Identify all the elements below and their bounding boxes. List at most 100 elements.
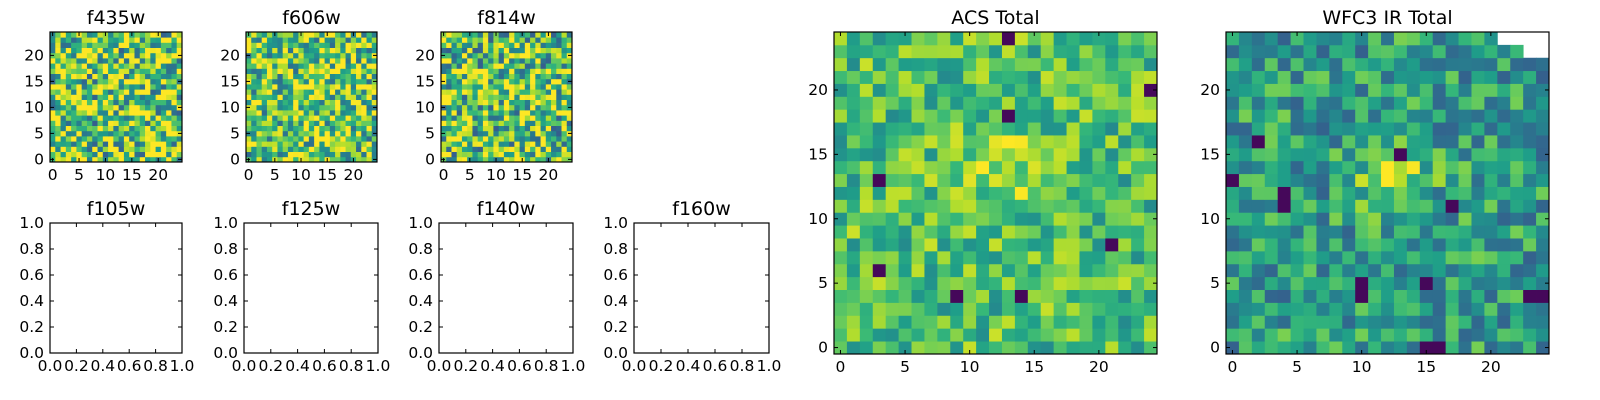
heatmap-cell <box>361 68 367 74</box>
heatmap-cell <box>950 83 964 97</box>
heatmap-cell <box>160 52 167 59</box>
heatmap-cell <box>1027 122 1042 136</box>
heatmap-cell <box>540 47 547 54</box>
heatmap-cell <box>108 120 114 126</box>
heatmap-cell <box>1014 147 1029 162</box>
heatmap-cell <box>1014 83 1029 97</box>
heatmap-cell <box>834 341 848 355</box>
heatmap-cell <box>251 110 257 116</box>
heatmap-cell <box>524 156 531 163</box>
heatmap-cell <box>150 58 156 64</box>
heatmap-cell <box>145 52 151 59</box>
heatmap-cell <box>1144 250 1158 265</box>
heatmap-cell <box>1238 328 1253 342</box>
heatmap-cell <box>272 120 278 126</box>
heatmap-cell <box>266 94 273 100</box>
heatmap-cell <box>514 104 520 111</box>
heatmap-cell <box>319 146 325 152</box>
heatmap-cell <box>86 99 93 106</box>
heatmap-cell <box>1105 238 1119 252</box>
heatmap-cell <box>298 84 305 90</box>
heatmap-cell <box>1471 212 1485 226</box>
subplot-title: f105w <box>87 198 146 220</box>
heatmap-cell <box>118 32 125 38</box>
heatmap-cell <box>314 141 320 147</box>
heatmap-cell <box>556 42 562 48</box>
heatmap-cell <box>514 99 520 106</box>
heatmap-cell <box>540 115 547 121</box>
heatmap-cell <box>911 57 925 72</box>
heatmap-cell <box>540 32 547 38</box>
heatmap-cell <box>97 42 104 48</box>
heatmap-cell <box>123 151 130 158</box>
heatmap-cell <box>256 141 263 147</box>
heatmap-cell <box>519 130 526 137</box>
heatmap-cell <box>976 70 990 84</box>
heatmap-cell <box>1393 122 1408 136</box>
heatmap-cell <box>1316 341 1330 355</box>
heatmap-cell <box>976 122 990 136</box>
heatmap-cell <box>1118 70 1132 84</box>
heatmap-cell <box>308 156 315 163</box>
heatmap-cell <box>1393 341 1408 355</box>
heatmap-cell <box>924 263 938 278</box>
heatmap-cell <box>1238 160 1253 175</box>
heatmap-cell <box>261 125 268 132</box>
heatmap-cell <box>963 250 977 265</box>
heatmap-cell <box>1368 315 1382 329</box>
heatmap-cell <box>1303 57 1317 72</box>
heatmap-cell <box>1471 315 1485 329</box>
heatmap-cell <box>561 104 568 111</box>
heatmap-cell <box>65 156 72 163</box>
heatmap-cell <box>1497 250 1511 265</box>
heatmap-cell <box>145 146 151 152</box>
heatmap-cell <box>150 130 156 137</box>
heatmap-cell <box>1238 83 1253 97</box>
heatmap-cell <box>155 104 162 111</box>
heatmap-cell <box>535 68 541 74</box>
heatmap-cell <box>441 146 447 152</box>
heatmap-cell <box>976 276 990 290</box>
heatmap-cell <box>298 94 305 100</box>
heatmap-cell <box>872 263 887 278</box>
heatmap-cell <box>556 78 562 85</box>
heatmap-cell <box>282 32 289 38</box>
heatmap-cell <box>160 136 167 142</box>
heatmap-cell <box>1445 135 1459 149</box>
heatmap-cell <box>950 122 964 136</box>
heatmap-cell <box>1079 122 1093 136</box>
heatmap-cell <box>1484 263 1498 278</box>
heatmap-cell <box>1393 147 1408 162</box>
heatmap-cell <box>834 57 848 72</box>
heatmap-cell <box>846 160 861 175</box>
heatmap-cell <box>139 42 146 48</box>
heatmap-cell <box>540 42 547 48</box>
heatmap-cell <box>1355 173 1369 187</box>
heatmap-cell <box>76 99 83 106</box>
heatmap-cell <box>256 42 263 48</box>
heatmap-cell <box>1381 109 1395 123</box>
heatmap-cell <box>345 52 352 59</box>
heatmap-cell <box>108 104 114 111</box>
heatmap-cell <box>298 141 305 147</box>
heatmap-cell <box>524 52 531 59</box>
heatmap-cell <box>123 78 130 85</box>
heatmap-cell <box>1303 341 1317 355</box>
heatmap-cell <box>97 99 104 106</box>
heatmap-cell <box>1027 96 1042 110</box>
heatmap-cell <box>467 110 473 116</box>
heatmap-cell <box>282 104 289 111</box>
heatmap-cell <box>356 42 362 48</box>
heatmap-cell <box>361 110 367 116</box>
y-tick-label: 5 <box>425 124 435 142</box>
heatmap-cell <box>898 263 912 278</box>
heatmap-cell <box>872 328 887 342</box>
heatmap-cell <box>859 302 874 316</box>
heatmap-cell <box>1001 225 1016 239</box>
heatmap-cell <box>498 58 505 64</box>
heatmap-cell <box>1066 96 1080 110</box>
heatmap-cell <box>155 99 162 106</box>
x-tick-label: 10 <box>291 166 311 184</box>
x-tick-label: 0.0 <box>38 357 63 375</box>
